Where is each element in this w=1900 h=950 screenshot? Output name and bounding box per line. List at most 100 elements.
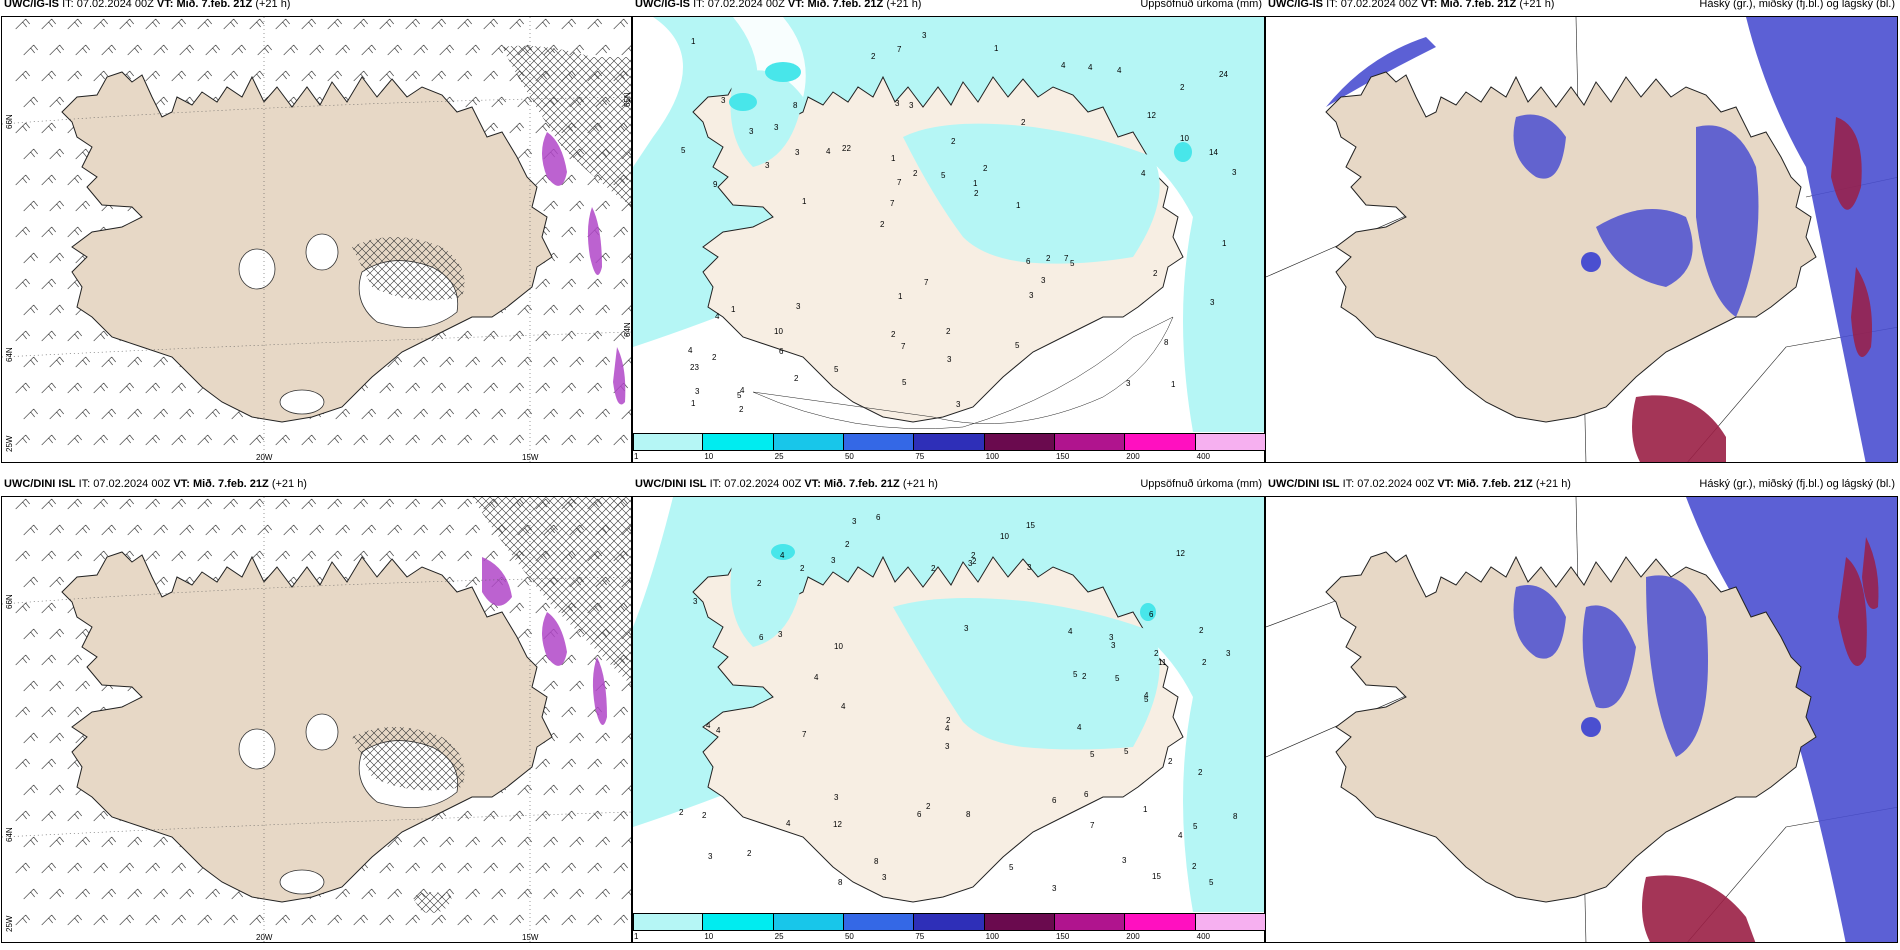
legend-tick: 100 [985,932,999,941]
precip-value: 5 [1115,674,1120,683]
graticule [2,497,631,942]
legend-cell: 25 [773,913,844,945]
precip-value: 4 [945,724,950,733]
cloud-title: Háský (gr.), miðský (fj.bl.) og lágský (… [1699,0,1895,10]
precip-value: 3 [968,559,973,568]
legend-tick: 200 [1126,932,1140,941]
legend-cell: 10 [703,913,774,945]
legend-tick: 100 [985,452,999,461]
precip-value: 2 [702,811,707,820]
precip-value: 2 [1021,118,1026,127]
precip-value: 15 [1026,521,1035,530]
lat-label: 65N [623,92,632,107]
precip-map-svg: 1253322121232343224321144558610348778423… [633,497,1264,912]
precip-value: 1 [1143,805,1148,814]
high-cloud [1838,557,1867,666]
precip-value: 7 [890,199,895,208]
precip-value: 7 [1090,821,1095,830]
precip-value: 4 [1178,831,1183,840]
precip-value: 5 [1209,878,1214,887]
precip-value: 2 [972,557,977,566]
precip-value: 10 [1180,134,1189,143]
precip-value: 4 [1068,627,1073,636]
precip-over-land [730,550,803,647]
precip-value: 9 [713,180,718,189]
legend-swatch [1054,433,1126,451]
precip-value: 2 [1168,757,1173,766]
precip-value: 2 [1198,768,1203,777]
precip-value: 4 [780,551,785,560]
glacier [238,728,276,770]
cloud-panel-top: UWC/IG-IS IT: 07.02.2024 00Z VT: Mið. 7.… [1265,0,1898,463]
precip-value: 3 [1029,291,1034,300]
precip-value: 2 [891,330,896,339]
precip-numbers: 1922243212223632537361072784338734332141… [681,31,1237,414]
legend-swatch [773,913,844,931]
precip-value: 12 [833,820,842,829]
precip-value: 4 [740,386,745,395]
mid-cloud [1326,37,1436,107]
legend-swatch [633,433,704,451]
precip-value: 3 [922,31,927,40]
legend-tick: 25 [774,932,784,941]
legend-tick: 75 [915,932,925,941]
precip-value: 3 [834,793,839,802]
legend-cell: 400 [1195,913,1266,945]
precip-core [729,93,757,111]
precip-value: 5 [834,365,839,374]
glacier [279,869,325,895]
precip-value: 2 [983,164,988,173]
panel-title: UWC/IG-IS IT: 07.02.2024 00Z VT: Mið. 7.… [635,0,922,10]
precip-value: 2 [951,137,956,146]
precip-value: 7 [897,45,902,54]
precip-value: 2 [845,540,850,549]
precip-panel-top: UWC/IG-IS IT: 07.02.2024 00Z VT: Mið. 7.… [632,0,1266,465]
precip-value: 2 [747,849,752,858]
legend-cell: 1 [633,433,704,465]
precip-value: 2 [1199,626,1204,635]
precip-value: 24 [1219,70,1228,79]
hatch-area [502,45,631,207]
precip-value: 3 [721,96,726,105]
precip-value: 2 [946,327,951,336]
precip-value: 14 [1209,148,1218,157]
lon-label: 20W [256,933,273,942]
precip-value: 2 [1180,83,1185,92]
precip-core [1140,603,1156,621]
hatch-area [352,237,465,301]
lat-label: 66N [5,114,14,129]
lat-label: 25W [5,435,14,452]
precip-value: 1 [691,37,696,46]
precip-panel-bottom: UWC/DINI ISL IT: 07.02.2024 00Z VT: Mið.… [632,478,1266,945]
precip-core [1174,142,1192,162]
glacier [305,713,339,751]
precip-value: 7 [897,178,902,187]
legend-swatch [984,913,1055,931]
precip-value: 5 [1015,341,1020,350]
precip-value: 3 [964,624,969,633]
precip-value: 3 [909,101,914,110]
precip-value: 1 [802,197,807,206]
precip-value: 2 [974,189,979,198]
high-cloud [1851,267,1872,357]
precip-value: 5 [902,378,907,387]
precip-value: 4 [1117,66,1122,75]
precip-value: 10 [1000,532,1009,541]
precip-value: 3 [774,123,779,132]
precip-value: 6 [1149,610,1154,619]
legend-swatch [1195,433,1266,451]
precip-value: 1 [731,305,736,314]
legend-cell: 50 [843,913,915,945]
wind-map-svg [2,17,631,462]
legend-cell: 400 [1195,433,1266,465]
legend-swatch [843,433,915,451]
precip-value: 4 [1061,61,1066,70]
precip-value: 5 [737,391,742,400]
legend-swatch [843,913,915,931]
lon-label: 20W [256,453,273,462]
precip-value: 7 [1064,254,1069,263]
high-cloud [1642,875,1756,942]
precip-value: 23 [690,363,699,372]
high-cloud [1862,537,1879,609]
precip-value: 3 [852,517,857,526]
